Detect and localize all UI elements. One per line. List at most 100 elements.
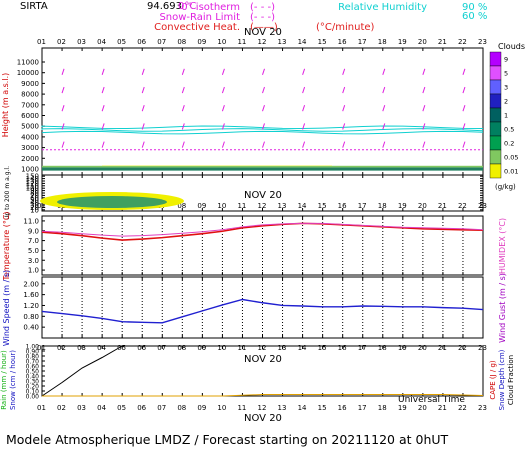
wind-barb bbox=[101, 123, 105, 130]
height-tick: 3000 bbox=[21, 144, 39, 152]
height-tick: 4000 bbox=[21, 133, 39, 141]
precip-tick: 0.40 bbox=[26, 374, 40, 381]
hour-tick-top: 22 bbox=[458, 38, 467, 46]
legend-left-label: Snow-Rain Limit bbox=[159, 12, 240, 23]
wind-barb bbox=[262, 86, 265, 94]
wind-barb bbox=[422, 86, 426, 94]
universal-time-label: Universal Time bbox=[398, 395, 465, 405]
temp-tick: 5.0 bbox=[28, 247, 39, 255]
hour-tick-top: 12 bbox=[258, 38, 267, 46]
hour-tick-mid2: 20 bbox=[418, 344, 427, 352]
precip-tick: 0.90 bbox=[26, 349, 40, 356]
colorbar-title: Clouds bbox=[498, 42, 525, 51]
ground-height-tick: 150 bbox=[26, 173, 39, 181]
precip-tick: 1.00 bbox=[26, 344, 40, 351]
hour-tick-mid2: 12 bbox=[258, 344, 267, 352]
ground-height-tick: 10 bbox=[30, 206, 39, 214]
hour-tick-mid1: 01 bbox=[37, 202, 46, 210]
wind-barb bbox=[342, 105, 346, 112]
temp-tick: 11.0 bbox=[23, 217, 39, 225]
cloud-band-thin bbox=[42, 165, 483, 168]
hour-tick-bottom: 19 bbox=[398, 404, 407, 412]
hour-tick-mid2: 11 bbox=[237, 344, 246, 352]
wind-barb bbox=[342, 68, 346, 75]
colorbar-tick: 0.01 bbox=[504, 168, 518, 176]
hour-tick-mid1: 09 bbox=[197, 202, 206, 210]
hour-tick-mid2: 02 bbox=[57, 344, 66, 352]
wind-barb bbox=[101, 141, 105, 148]
hour-tick-top: 03 bbox=[77, 38, 86, 46]
wind-barb bbox=[181, 68, 185, 75]
wind-barb bbox=[221, 141, 225, 148]
day-label-mid1: NOV 20 bbox=[244, 190, 282, 201]
wind-barb bbox=[422, 68, 426, 75]
temperature-panel: 11.0 9.0 7.0 5.0 3.0 1.0 Temperature (°C) HUMID… bbox=[2, 211, 507, 281]
hour-tick-bottom: 13 bbox=[278, 404, 287, 412]
hour-tick-mid1: 16 bbox=[338, 202, 347, 210]
hour-tick-mid1: 08 bbox=[177, 202, 186, 210]
hour-tick-mid1: 23 bbox=[478, 202, 487, 210]
legend-right-value: 90 % bbox=[462, 2, 487, 13]
ground-height-tick: 100 bbox=[26, 185, 39, 193]
hour-tick-mid1: 17 bbox=[358, 202, 367, 210]
wind-barb bbox=[141, 86, 145, 94]
wind-barb bbox=[61, 105, 65, 112]
legend-right: Relative Humidity 90 %60 % bbox=[338, 2, 487, 22]
height-tick: 2000 bbox=[21, 155, 39, 163]
wind-barb bbox=[302, 86, 306, 94]
panel-frame bbox=[41, 47, 484, 176]
precip-series-line bbox=[41, 345, 123, 397]
hour-tick-bottom: 01 bbox=[37, 404, 46, 412]
hour-tick-top: 16 bbox=[338, 38, 347, 46]
cloud-fraction-ylabel: Cloud Fraction bbox=[507, 355, 515, 405]
wind-barb bbox=[422, 123, 426, 130]
clouds-panel: 11000 10000 9000 8000 7000 6000 5000 4000 3000 20… bbox=[1, 47, 484, 176]
height-tick: 5000 bbox=[21, 123, 39, 131]
wind-barb bbox=[101, 105, 105, 112]
hour-tick-top: 06 bbox=[137, 38, 146, 46]
hour-tick-bottom: 10 bbox=[217, 404, 226, 412]
hour-tick-bottom: 11 bbox=[237, 404, 246, 412]
wind-barb bbox=[382, 123, 386, 130]
wind-barb bbox=[141, 68, 145, 75]
wind-barb bbox=[141, 105, 145, 112]
coords-overlay-label: 0°C bbox=[178, 1, 196, 12]
wind-barb bbox=[181, 123, 185, 130]
hour-tick-mid2: 23 bbox=[478, 344, 487, 352]
ground-height-tick: 110 bbox=[26, 182, 39, 190]
day-label-mid2: NOV 20 bbox=[244, 354, 282, 365]
wind-barb bbox=[302, 141, 306, 148]
hour-tick-bottom: 18 bbox=[378, 404, 387, 412]
hour-tick-bottom: 09 bbox=[197, 404, 206, 412]
wind-barb bbox=[342, 141, 346, 148]
hour-tick-top: 18 bbox=[378, 38, 387, 46]
hour-tick-mid2: 15 bbox=[318, 344, 327, 352]
wind-barb bbox=[181, 86, 185, 94]
fog-cloud-core bbox=[57, 196, 167, 208]
ground-height-tick: 120 bbox=[26, 180, 39, 188]
hour-tick-bottom: 20 bbox=[418, 404, 427, 412]
wind-barb bbox=[462, 141, 466, 148]
wind-barb bbox=[262, 141, 265, 148]
hour-tick-mid2: 13 bbox=[278, 344, 287, 352]
gust-ylabel: Wind Gust (m / s) bbox=[498, 273, 507, 343]
wind-series-line bbox=[41, 298, 484, 324]
hour-tick-mid1: 13 bbox=[278, 202, 287, 210]
wind-barb bbox=[302, 68, 306, 75]
hour-tick-mid2: 09 bbox=[197, 344, 206, 352]
height-tick: 10000 bbox=[17, 69, 39, 77]
colorbar-tick: 3 bbox=[504, 84, 508, 92]
wind-barb bbox=[262, 123, 265, 130]
hour-tick-bottom: 06 bbox=[137, 404, 146, 412]
precipitation-panel: 1.000.900.800.700.600.500.400.300.200.10… bbox=[0, 344, 515, 411]
wind-tick: 0.80 bbox=[23, 313, 39, 321]
colorbar-swatch bbox=[489, 93, 502, 109]
hour-tick-mid2: 01 bbox=[37, 344, 46, 352]
hour-tick-bottom: 22 bbox=[458, 404, 467, 412]
wind-ylabel: Wind Speed (m / s) bbox=[2, 270, 11, 346]
wind-barb bbox=[61, 123, 65, 130]
hour-tick-bottom: 14 bbox=[298, 404, 307, 412]
ground-height-tick: 40 bbox=[30, 199, 39, 207]
wind-barb bbox=[61, 86, 65, 94]
colorbar-swatch bbox=[489, 163, 502, 179]
